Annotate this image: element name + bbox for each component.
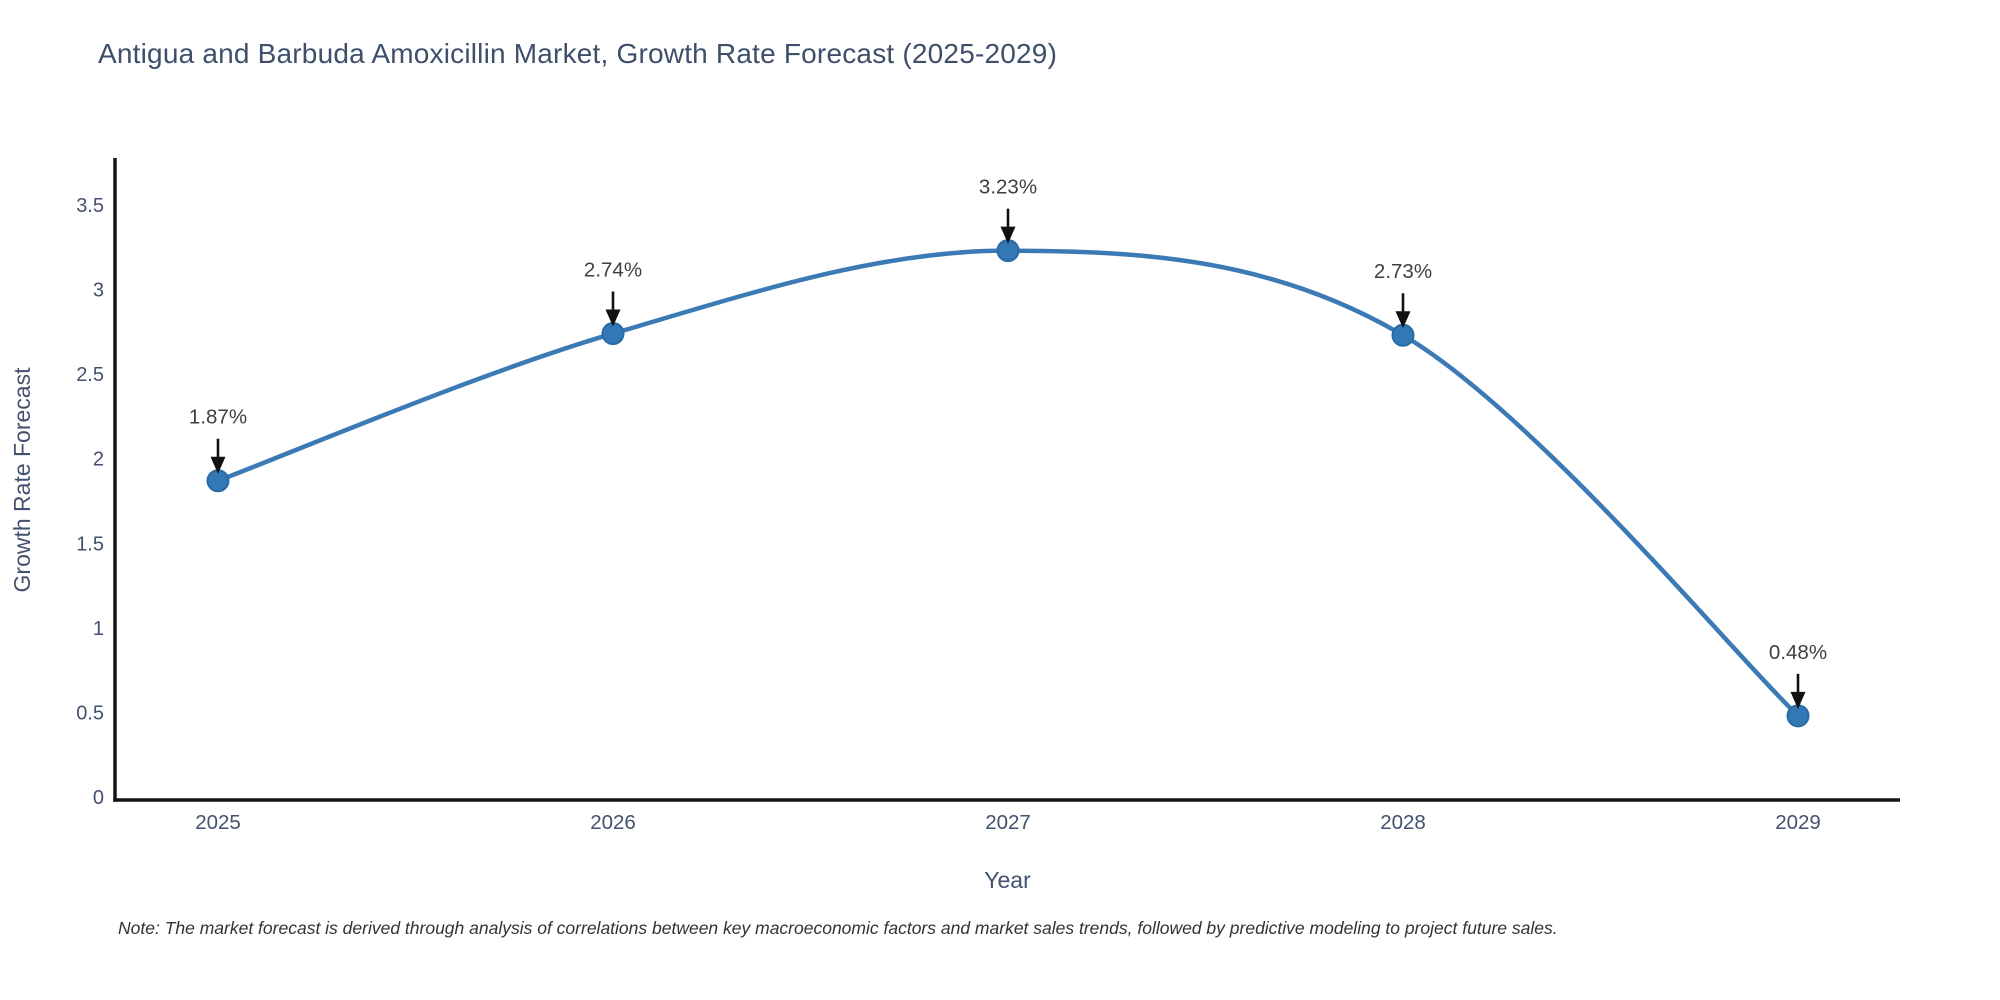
point-value-label: 0.48% (1769, 641, 1827, 664)
y-tick-label: 2 (93, 449, 104, 471)
y-tick-label: 2.5 (76, 364, 104, 386)
x-axis-title: Year (984, 867, 1031, 893)
footnote: Note: The market forecast is derived thr… (118, 918, 1558, 938)
annotation-arrowhead-icon (1790, 691, 1806, 709)
y-tick-label: 0 (93, 787, 104, 809)
annotation-arrowhead-icon (1395, 311, 1411, 329)
x-tick-label: 2027 (985, 811, 1031, 834)
point-value-label: 2.73% (1374, 260, 1432, 283)
x-tick-label: 2028 (1380, 811, 1426, 834)
y-tick-label: 0.5 (76, 702, 104, 724)
y-tick-label: 3 (93, 280, 104, 302)
forecast-line-series (215, 248, 1801, 719)
x-tick-label: 2026 (590, 811, 636, 834)
y-axis-title: Growth Rate Forecast (9, 367, 35, 593)
y-tick-label: 1 (93, 618, 104, 640)
y-tick-label: 1.5 (76, 533, 104, 555)
annotation-arrowhead-icon (605, 309, 621, 327)
annotation-arrowhead-icon (1000, 226, 1016, 244)
annotation-arrowhead-icon (210, 456, 226, 474)
x-tick-label: 2025 (195, 811, 241, 834)
point-value-label: 2.74% (584, 259, 642, 282)
point-value-label: 3.23% (979, 176, 1037, 199)
point-value-label: 1.87% (189, 406, 247, 429)
chart-title: Antigua and Barbuda Amoxicillin Market, … (98, 38, 1058, 69)
x-tick-label: 2029 (1775, 811, 1821, 834)
y-tick-label: 3.5 (76, 195, 104, 217)
